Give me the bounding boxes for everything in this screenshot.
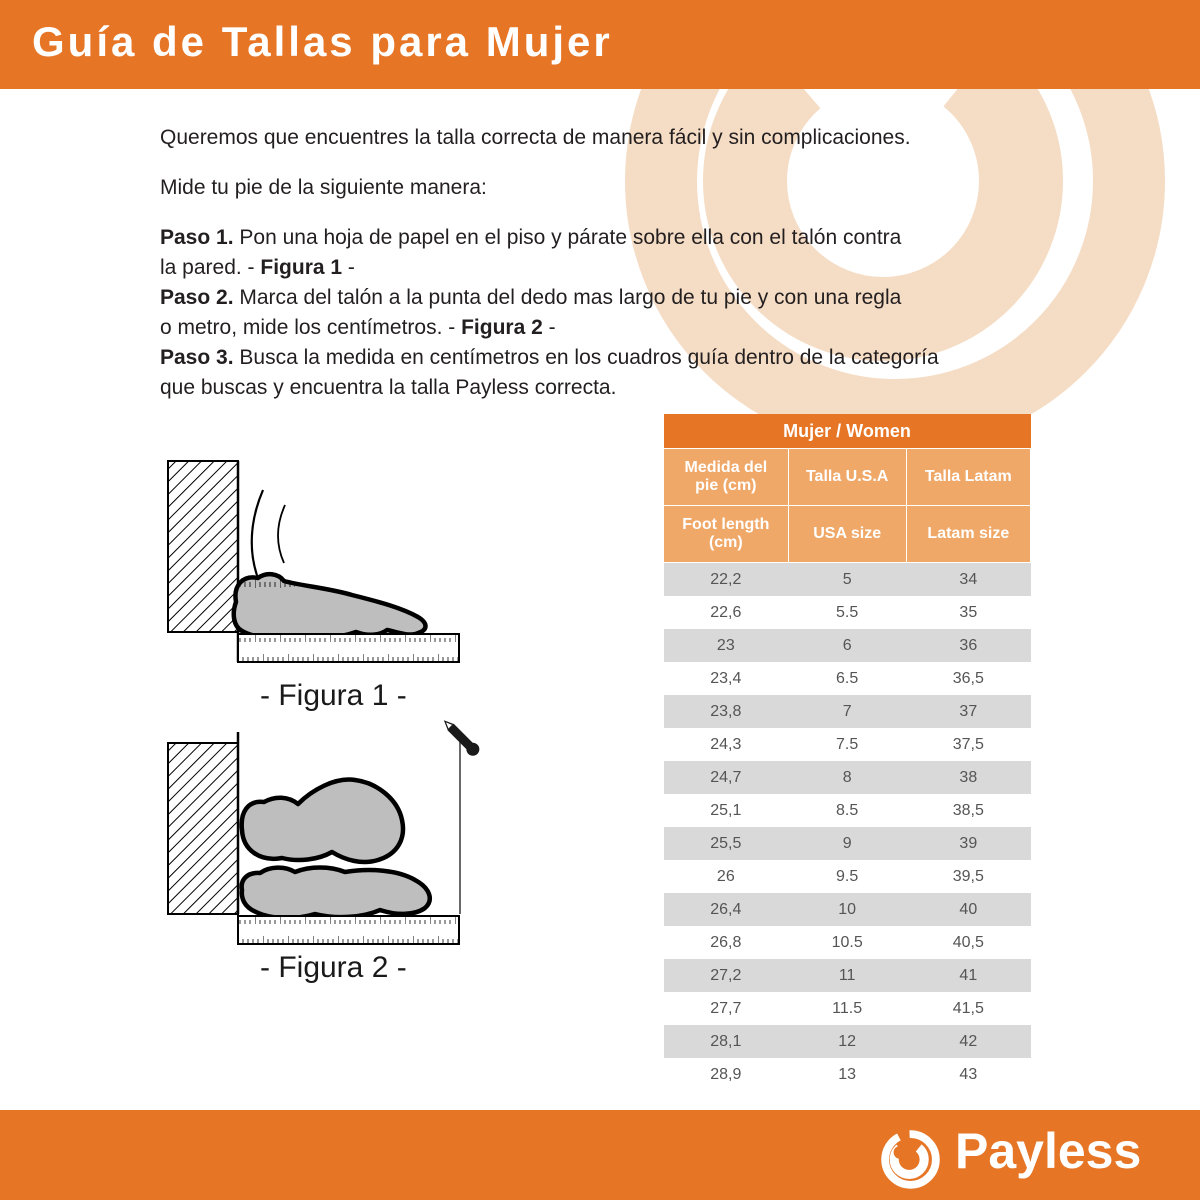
svg-text:- Figura 1 -: - Figura 1 - xyxy=(260,679,407,712)
svg-text:- Figura 2 -: - Figura 2 - xyxy=(260,951,407,984)
